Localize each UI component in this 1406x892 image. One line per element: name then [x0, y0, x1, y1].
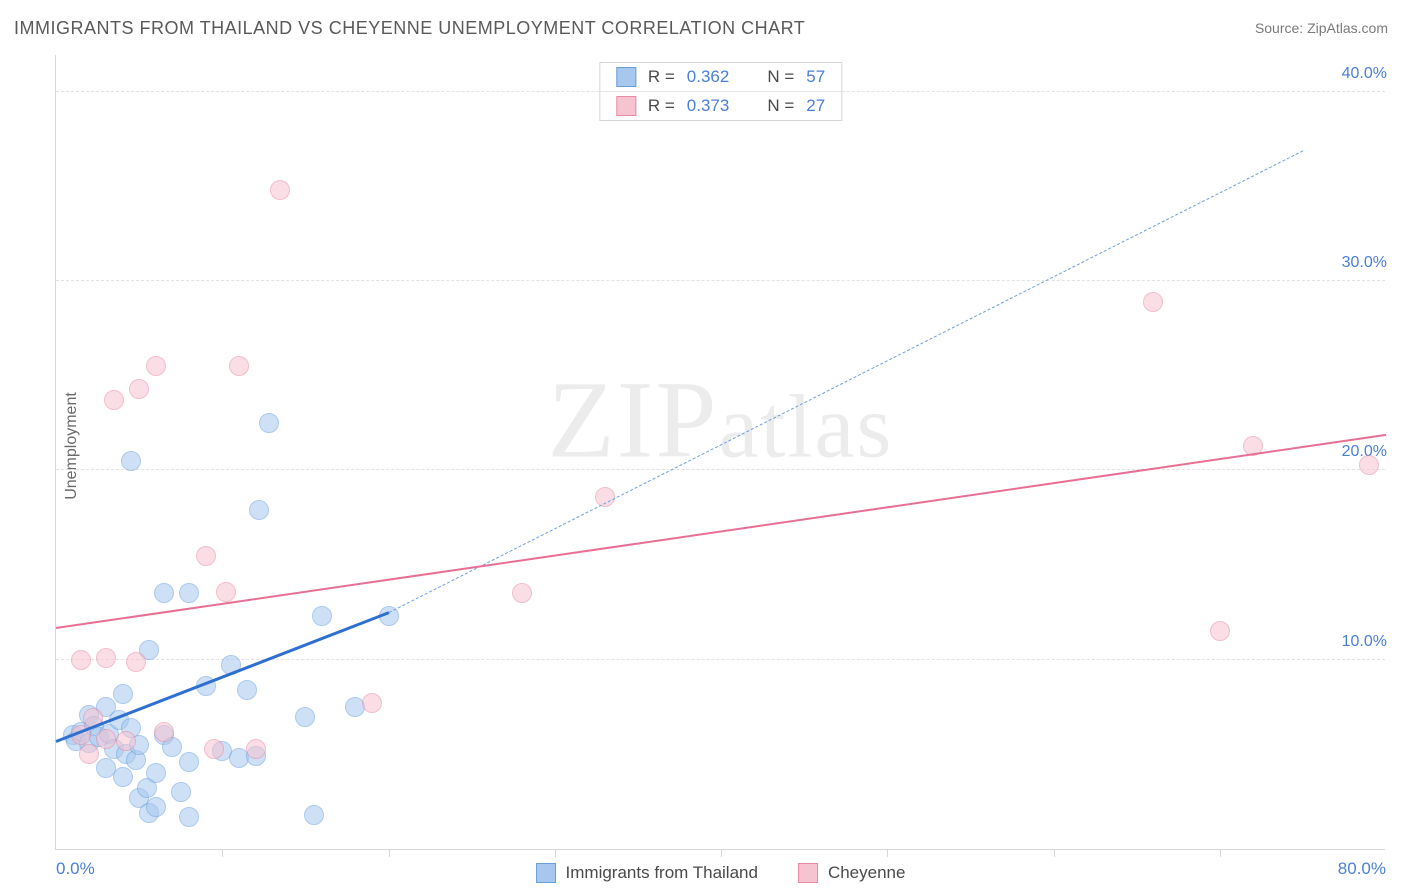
data-point — [196, 546, 216, 566]
data-point — [146, 356, 166, 376]
data-point — [1359, 455, 1379, 475]
x-minor-tick — [887, 849, 888, 857]
data-point — [179, 807, 199, 827]
data-point — [104, 390, 124, 410]
data-point — [512, 583, 532, 603]
data-point — [237, 680, 257, 700]
data-point — [96, 648, 116, 668]
data-point — [154, 583, 174, 603]
data-point — [146, 763, 166, 783]
legend-series-label: Cheyenne — [828, 863, 906, 883]
legend-n-value: 57 — [806, 67, 825, 87]
x-minor-tick — [1220, 849, 1221, 857]
source-value: ZipAtlas.com — [1307, 20, 1388, 36]
data-point — [171, 782, 191, 802]
legend-r-value: 0.373 — [687, 96, 730, 116]
data-point — [179, 752, 199, 772]
data-point — [295, 707, 315, 727]
data-point — [216, 582, 236, 602]
watermark: ZIPatlas — [548, 357, 894, 484]
source-label: Source: ZipAtlas.com — [1255, 20, 1388, 36]
source-prefix: Source: — [1255, 20, 1307, 36]
legend-stats-row: R = 0.373 N = 27 — [600, 91, 841, 120]
data-point — [362, 693, 382, 713]
data-point — [179, 583, 199, 603]
watermark-b: atlas — [719, 378, 894, 477]
data-point — [270, 180, 290, 200]
data-point — [71, 650, 91, 670]
legend-swatch — [616, 67, 636, 87]
plot-area: ZIPatlas 10.0%20.0%30.0%40.0%0.0%80.0%R … — [55, 55, 1385, 850]
legend-series: Immigrants from Thailand Cheyenne — [536, 863, 906, 883]
data-point — [121, 451, 141, 471]
trend-line — [56, 434, 1386, 629]
legend-series-item: Immigrants from Thailand — [536, 863, 758, 883]
legend-r-label: R = — [648, 96, 675, 116]
legend-r-label: R = — [648, 67, 675, 87]
x-minor-tick — [389, 849, 390, 857]
data-point — [96, 729, 116, 749]
data-point — [129, 379, 149, 399]
x-minor-tick — [555, 849, 556, 857]
legend-n-label: N = — [767, 67, 794, 87]
y-tick-label: 30.0% — [1342, 254, 1387, 272]
x-minor-tick — [721, 849, 722, 857]
data-point — [312, 606, 332, 626]
gridline-h — [56, 469, 1385, 470]
data-point — [79, 744, 99, 764]
legend-series-label: Immigrants from Thailand — [566, 863, 758, 883]
legend-stats: R = 0.362 N = 57 R = 0.373 N = 27 — [599, 62, 842, 121]
legend-swatch — [536, 863, 556, 883]
data-point — [246, 739, 266, 759]
legend-r-value: 0.362 — [687, 67, 730, 87]
x-minor-tick — [222, 849, 223, 857]
data-point — [1143, 292, 1163, 312]
data-point — [154, 722, 174, 742]
y-tick-label: 40.0% — [1342, 65, 1387, 83]
data-point — [204, 739, 224, 759]
data-point — [249, 500, 269, 520]
x-tick-label: 0.0% — [56, 859, 95, 879]
data-point — [113, 684, 133, 704]
x-tick-label: 80.0% — [1338, 859, 1386, 879]
data-point — [126, 652, 146, 672]
watermark-a: ZIP — [548, 359, 719, 481]
data-point — [259, 413, 279, 433]
legend-n-label: N = — [767, 96, 794, 116]
trend-line — [55, 612, 389, 744]
legend-stats-row: R = 0.362 N = 57 — [600, 63, 841, 91]
legend-n-value: 27 — [806, 96, 825, 116]
y-tick-label: 10.0% — [1342, 633, 1387, 651]
chart-title: IMMIGRANTS FROM THAILAND VS CHEYENNE UNE… — [14, 18, 805, 39]
gridline-h — [56, 659, 1385, 660]
data-point — [1210, 621, 1230, 641]
gridline-h — [56, 280, 1385, 281]
legend-series-item: Cheyenne — [798, 863, 906, 883]
trend-line — [388, 150, 1303, 613]
legend-swatch — [798, 863, 818, 883]
legend-swatch — [616, 96, 636, 116]
data-point — [229, 356, 249, 376]
x-minor-tick — [1054, 849, 1055, 857]
data-point — [116, 731, 136, 751]
data-point — [304, 805, 324, 825]
data-point — [146, 797, 166, 817]
data-point — [113, 767, 133, 787]
